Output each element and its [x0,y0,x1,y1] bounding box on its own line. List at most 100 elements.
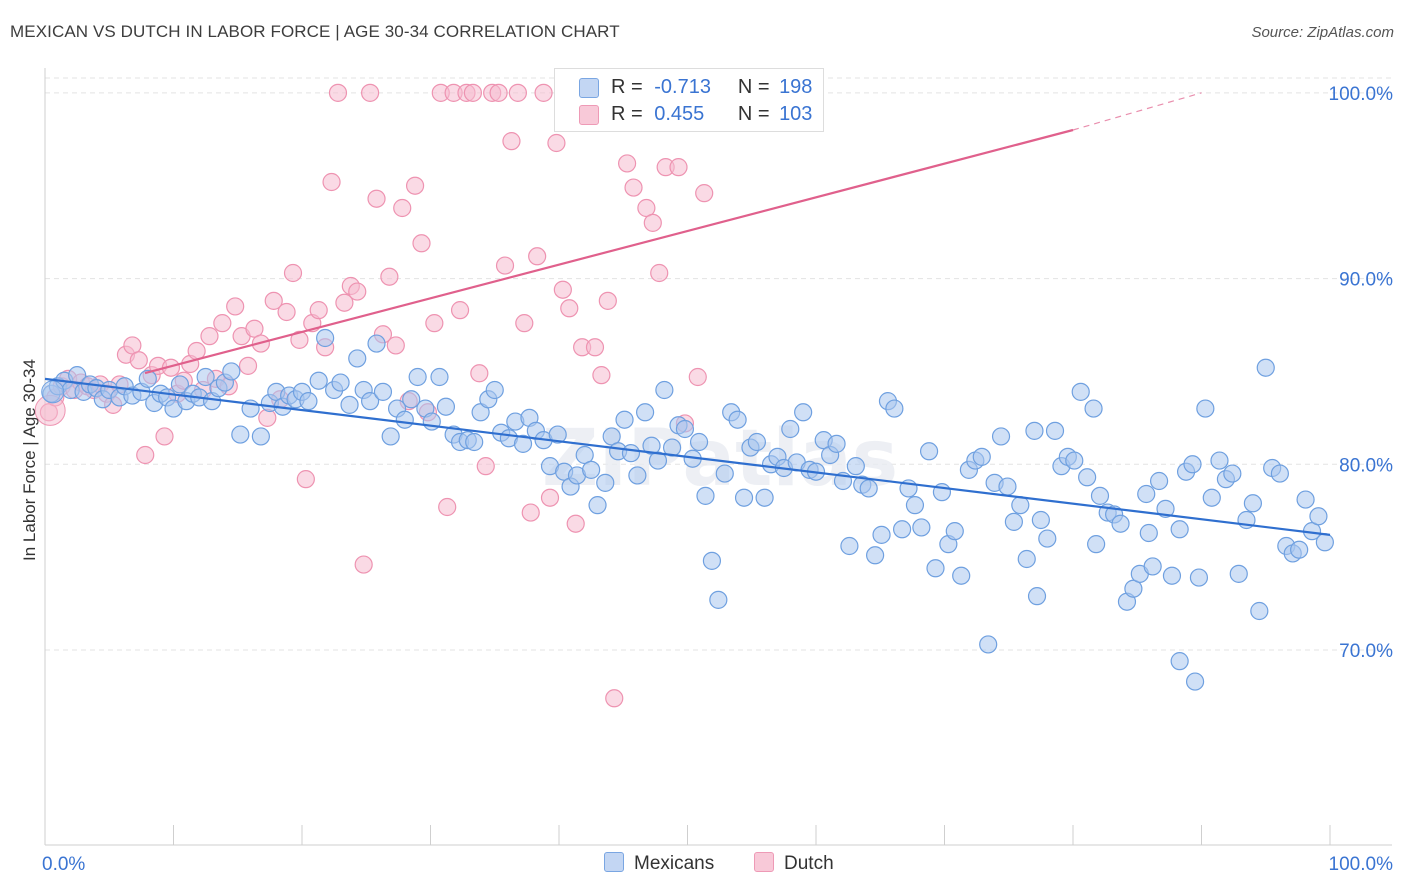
mexican-point [1270,464,1289,483]
mexicans-swatch [579,78,599,98]
x-tick-label: 100.0% [1329,854,1394,875]
mexican-point [905,496,925,515]
mexican-point [1038,529,1057,548]
mexican-point [952,566,971,585]
dutch-point [669,158,688,177]
mexican-point [1084,399,1103,418]
legend-item-mexicans: Mexicans [604,852,714,875]
mexican-point [1027,587,1047,606]
mexican-point [381,427,400,446]
dutch-point [592,366,611,385]
mexican-point [138,369,157,388]
y-axis-label: In Labor Force | Age 30-34 [20,359,39,561]
mexican-point [1202,488,1221,507]
mexicans-trend-line [44,377,1331,536]
mexican-point [1296,490,1315,509]
mexican-point [675,419,695,439]
mexican-point [1025,421,1044,440]
mexican-point [1315,533,1334,552]
dutch-point [450,301,470,320]
mexican-point [696,486,715,505]
dutch-point [296,470,315,489]
r-value: 0.455 [654,103,705,125]
mexican-point [859,479,878,498]
mexican-point [408,367,427,387]
mexican-point [1256,358,1275,377]
mexican-point [1250,601,1269,621]
dutch-point [226,297,245,316]
mexican-point [196,367,215,387]
dutch-point [521,503,540,522]
mexican-point [548,425,567,444]
mexican-point [991,427,1011,446]
dutch-point [386,336,405,355]
mexican-point [1111,514,1130,533]
mexican-point [866,546,885,565]
dutch-point [553,280,572,299]
y-tick-labels: 70.0% 80.0% 90.0% 100.0% [1329,84,1394,662]
mexican-point [892,520,912,539]
mexican-point [781,419,800,439]
dutch-point [238,356,258,375]
mexican-point [1290,540,1309,559]
dutch-point [463,83,483,102]
mexican-point [709,590,728,609]
mexican-point [596,473,615,492]
mexican-point [655,380,674,400]
legend-label: Mexicans [634,853,715,874]
mexican-point [367,334,386,353]
dutch-point [598,291,617,310]
y-tick-label: 70.0% [1339,641,1393,662]
mexican-point [373,382,393,401]
mexican-point [1017,549,1036,569]
mexican-point [348,349,367,368]
dutch-point [515,314,534,333]
r-label: R = [611,103,643,125]
mexican-point [747,432,766,452]
dutch-point [335,293,354,312]
mexican-point [794,403,813,422]
mexican-point [1090,486,1110,505]
mexican-point [1045,421,1065,440]
dutch-point [528,247,547,266]
mexican-point [331,373,350,392]
mexican-point [485,380,504,400]
dutch-point [136,445,155,465]
dutch-point [695,184,714,203]
mexican-point [872,525,891,544]
dutch-point [412,234,431,253]
dutch-point [643,213,662,232]
watermark: ZIPatlas [542,414,898,504]
dutch-point [322,172,341,192]
mexican-point [1170,652,1189,671]
dutch-point [200,327,219,346]
mexican-point [1156,499,1175,518]
mexicans-swatch [604,852,624,872]
mexican-point [1196,399,1215,418]
x-tick-labels: 0.0% 100.0% [42,854,1393,875]
dutch-point [489,83,508,102]
mexican-point [402,390,421,409]
dutch-point [495,256,515,275]
mexican-point [728,410,747,429]
mexican-point [885,399,904,418]
dutch-trend-extension [1072,92,1202,131]
mexican-point [1183,455,1202,474]
mexican-point [926,559,945,578]
mexican-point [998,477,1017,496]
dutch-point [534,83,553,102]
dutch-point [354,555,373,574]
mexican-point [513,434,533,453]
mexican-point [755,488,774,507]
dutch-swatch [579,105,599,125]
mexican-point [1071,382,1090,401]
dutch-swatch [754,852,774,872]
dutch-point [566,514,585,533]
mexican-point [689,432,709,452]
mexican-point [1243,494,1263,513]
mexican-point [1229,564,1248,583]
mexican-point [827,434,846,453]
dutch-trend-line [144,128,1074,375]
mexican-point [1309,507,1328,526]
